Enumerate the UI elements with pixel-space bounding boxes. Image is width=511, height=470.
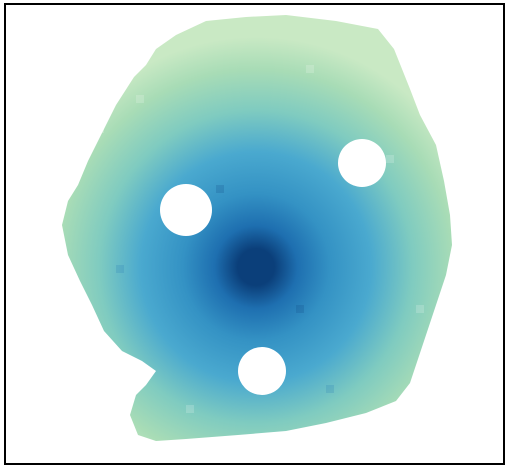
image-frame: [4, 3, 505, 465]
masked-galaxy-heatmap: [6, 5, 503, 463]
mask-hole-left: [160, 184, 212, 236]
mask-hole-bottom: [238, 347, 286, 395]
mask-hole-right: [338, 139, 386, 187]
